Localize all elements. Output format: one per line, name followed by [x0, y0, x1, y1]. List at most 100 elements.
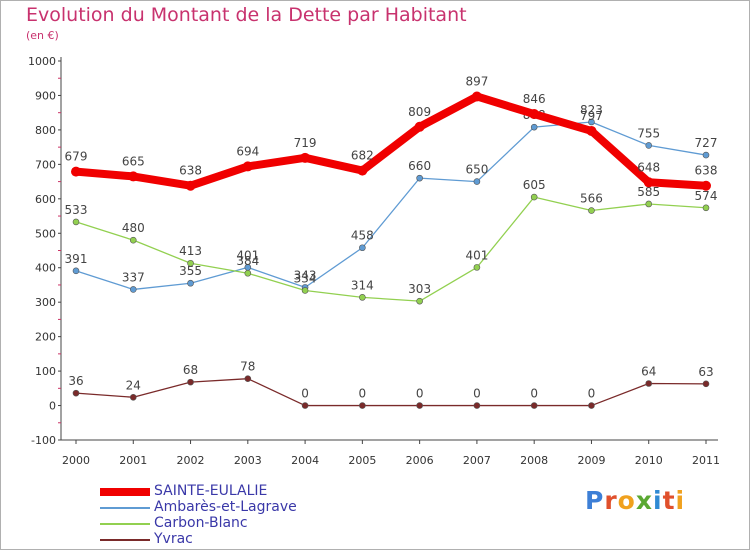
- data-point: [129, 236, 137, 244]
- y-tick-label: 600: [35, 193, 56, 206]
- x-tick-label: 2003: [234, 454, 262, 467]
- data-label: 694: [236, 144, 259, 158]
- data-point: [529, 109, 540, 120]
- data-point: [643, 177, 654, 188]
- data-point: [187, 279, 194, 287]
- data-label: 719: [294, 136, 317, 150]
- data-point: [702, 380, 710, 388]
- data-label: 638: [695, 164, 718, 178]
- data-label: 605: [523, 178, 546, 192]
- data-label: 334: [294, 271, 317, 285]
- y-tick-label: 800: [35, 124, 56, 137]
- data-label: 63: [698, 365, 713, 379]
- data-label: 337: [122, 270, 145, 284]
- chart-unit: (en €): [26, 29, 59, 42]
- data-label: 355: [179, 264, 202, 278]
- data-label: 64: [641, 364, 656, 378]
- data-point: [244, 375, 252, 382]
- legend-swatch: [100, 507, 150, 509]
- data-point: [530, 402, 538, 409]
- data-point: [301, 287, 309, 294]
- series-line: [72, 92, 710, 190]
- data-point: [359, 294, 366, 301]
- x-tick-label: 2004: [291, 454, 319, 467]
- data-label: 566: [580, 192, 603, 206]
- data-point: [129, 286, 137, 293]
- proxiti-logo: Proxiti: [585, 486, 686, 515]
- data-label: 314: [351, 278, 374, 292]
- data-label: 682: [351, 149, 374, 163]
- x-tick-label: 2005: [348, 454, 376, 467]
- data-point: [357, 165, 368, 176]
- data-point: [72, 389, 80, 397]
- y-tick-label: 100: [35, 365, 56, 378]
- data-label: 480: [122, 221, 145, 235]
- legend-swatch: [100, 539, 150, 541]
- data-label: 846: [523, 92, 546, 106]
- data-label: 755: [637, 126, 660, 140]
- data-point: [72, 218, 80, 226]
- data-point: [702, 204, 710, 212]
- data-point: [414, 121, 425, 132]
- data-point: [586, 125, 597, 136]
- data-point: [588, 402, 595, 409]
- data-label: 823: [580, 103, 603, 117]
- x-tick-label: 2007: [463, 454, 491, 467]
- data-point: [416, 297, 423, 305]
- y-tick-label: 300: [35, 296, 56, 309]
- data-point: [72, 267, 80, 275]
- legend-swatch: [100, 523, 150, 525]
- data-point: [187, 259, 194, 267]
- data-label: 78: [240, 360, 255, 374]
- data-label: 679: [65, 150, 88, 164]
- data-point: [359, 402, 366, 409]
- data-point: [359, 244, 366, 252]
- data-label: 343: [294, 268, 317, 282]
- y-tick-label: 200: [35, 331, 56, 344]
- data-label: 665: [122, 154, 145, 168]
- data-label: 384: [236, 254, 259, 268]
- y-tick-label: -100: [31, 434, 56, 447]
- data-label: 650: [465, 163, 488, 177]
- legend-swatch: [100, 488, 150, 496]
- data-label: 660: [408, 159, 431, 173]
- data-point: [71, 166, 81, 177]
- data-point: [129, 393, 137, 401]
- data-label: 727: [695, 136, 718, 150]
- data-point: [300, 152, 311, 163]
- data-label: 0: [301, 387, 309, 401]
- data-point: [244, 269, 252, 277]
- series-line: [75, 378, 707, 407]
- data-point: [471, 91, 482, 102]
- data-label: 648: [637, 160, 660, 174]
- series-line: [75, 196, 707, 302]
- data-label: 897: [465, 74, 488, 88]
- x-tick-label: 2009: [577, 454, 605, 467]
- x-tick-label: 2010: [635, 454, 663, 467]
- y-tick-label: 900: [35, 89, 56, 102]
- data-point: [588, 118, 595, 126]
- data-point: [416, 174, 423, 182]
- data-label: 24: [126, 378, 141, 392]
- data-point: [530, 193, 538, 201]
- data-point: [301, 402, 309, 409]
- x-tick-label: 2002: [177, 454, 205, 467]
- data-point: [473, 402, 481, 409]
- data-label: 458: [351, 229, 374, 243]
- data-label: 0: [530, 387, 538, 401]
- y-tick-label: 500: [35, 227, 56, 240]
- data-point: [530, 123, 538, 131]
- legend-label: Yvrac: [154, 531, 193, 547]
- data-label: 303: [408, 282, 431, 296]
- data-label: 585: [637, 185, 660, 199]
- data-point: [473, 178, 481, 185]
- data-label: 809: [408, 105, 431, 119]
- x-tick-label: 2006: [406, 454, 434, 467]
- data-label: 0: [588, 387, 596, 401]
- data-point: [187, 378, 194, 386]
- data-label: 638: [179, 164, 202, 178]
- data-point: [473, 264, 481, 271]
- legend-label: SAINTE-EULALIE: [154, 483, 268, 499]
- data-label: 401: [236, 248, 259, 262]
